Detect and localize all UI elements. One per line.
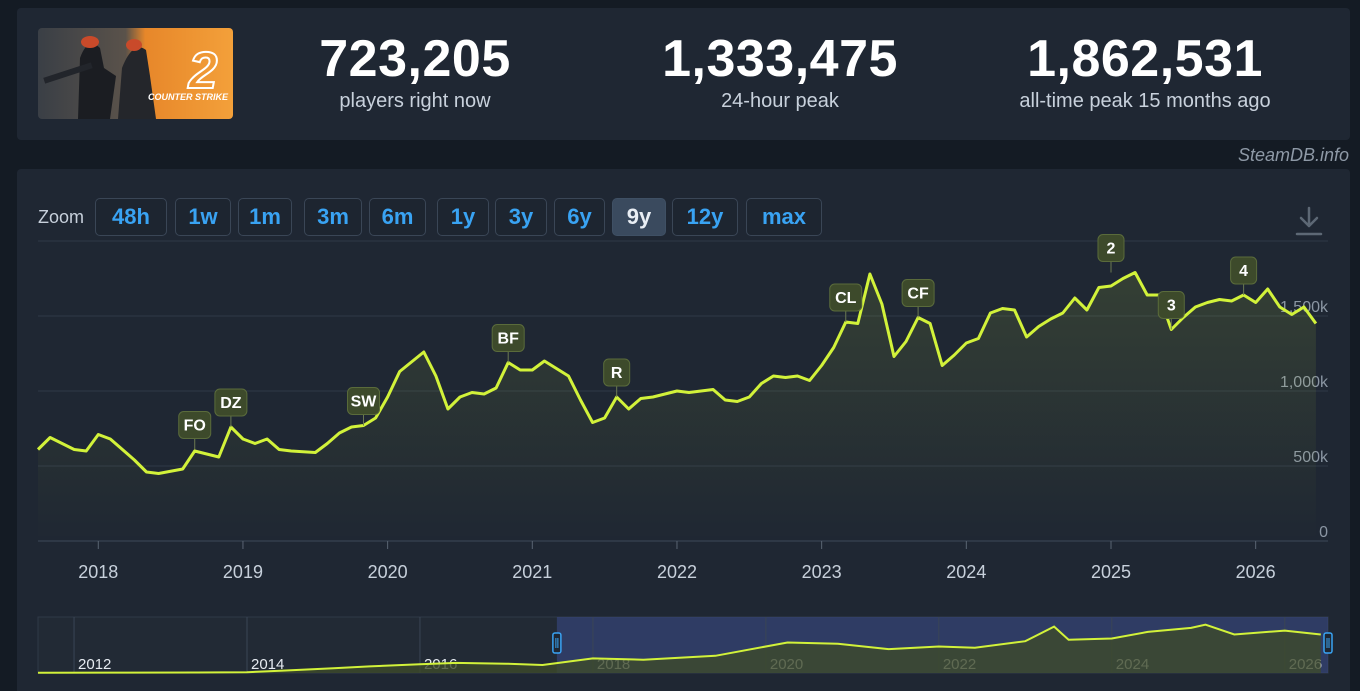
logo-number: 2 (188, 42, 218, 100)
zoom-3y-button[interactable]: 3y (495, 198, 547, 236)
zoom-12y-button[interactable]: 12y (672, 198, 738, 236)
zoom-label: Zoom (38, 207, 85, 227)
zoom-48h-button[interactable]: 48h (95, 198, 167, 236)
current-players-stat: 723,205 players right now (300, 30, 530, 114)
peak-24h-label: 24-hour peak (721, 90, 839, 112)
stats-panel (17, 8, 1350, 140)
zoom-1w-button[interactable]: 1w (175, 198, 231, 236)
all-time-peak-stat: 1,862,531 all-time peak 15 months ago (1000, 30, 1290, 114)
current-players-value: 723,205 (319, 30, 511, 88)
all-time-peak-label: all-time peak 15 months ago (1019, 90, 1271, 112)
zoom-1m-button[interactable]: 1m (238, 198, 292, 236)
zoom-6m-button[interactable]: 6m (369, 198, 426, 236)
all-time-peak-value: 1,862,531 (1027, 30, 1263, 88)
download-icon[interactable] (1294, 206, 1324, 238)
peak-24h-value: 1,333,475 (662, 30, 898, 88)
zoom-max-button[interactable]: max (746, 198, 822, 236)
zoom-9y-button[interactable]: 9y (612, 198, 666, 236)
zoom-6y-button[interactable]: 6y (554, 198, 605, 236)
chart-panel (17, 169, 1350, 691)
logo-text: COUNTER STRIKE (148, 92, 229, 102)
zoom-1y-button[interactable]: 1y (437, 198, 489, 236)
zoom-3m-button[interactable]: 3m (304, 198, 362, 236)
steamdb-credit[interactable]: SteamDB.info (1237, 145, 1349, 165)
current-players-label: players right now (339, 90, 491, 112)
game-logo-image[interactable]: 2 COUNTER STRIKE (38, 28, 233, 119)
peak-24h-stat: 1,333,475 24-hour peak (640, 30, 920, 114)
